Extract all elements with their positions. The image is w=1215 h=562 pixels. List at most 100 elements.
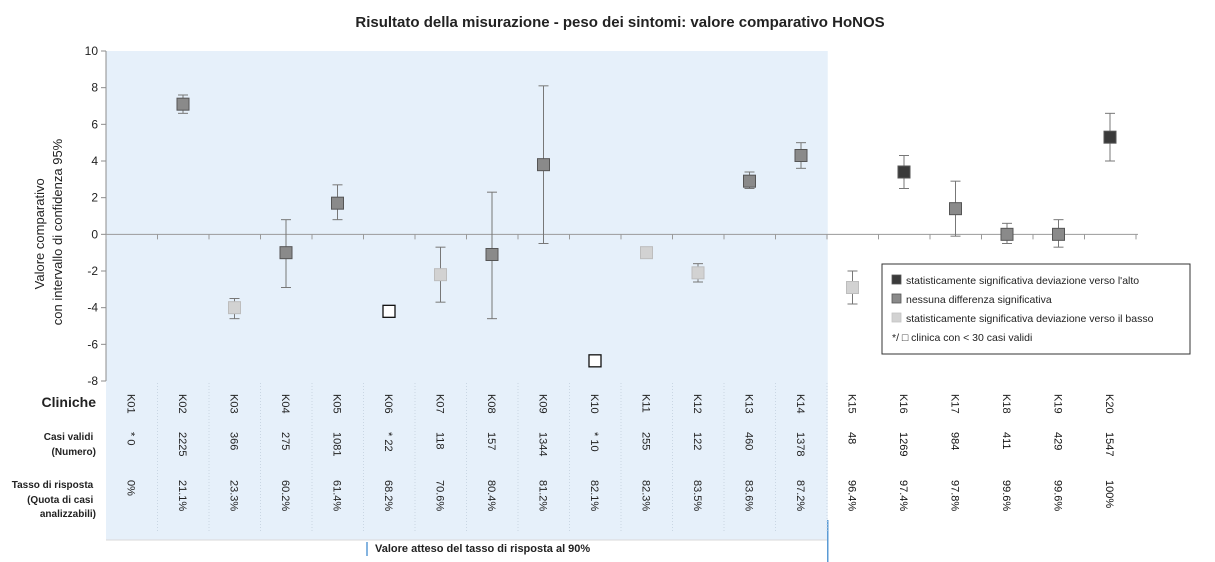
y-axis-label-line2: con intervallo di confidenza 95% — [50, 138, 65, 325]
valid-cases-K16: 1269 — [897, 432, 909, 456]
valid-cases-K03: 366 — [228, 432, 240, 450]
valid-cases-K10: * 10 — [588, 432, 600, 452]
row-header-clinics: Cliniche — [42, 394, 97, 410]
category-label-K06: K06 — [382, 394, 394, 414]
response-rate-K15: 96.4% — [846, 480, 858, 511]
response-rate-K04: 60.2% — [279, 480, 291, 511]
row-header-valid-cases-sub: (Numero) — [52, 447, 96, 458]
category-label-K07: K07 — [434, 394, 446, 414]
data-point-K13 — [743, 174, 756, 188]
response-rate-K16: 97.4% — [897, 480, 909, 511]
category-label-K12: K12 — [691, 394, 703, 414]
y-tick-label: -8 — [87, 374, 98, 388]
category-label-K03: K03 — [228, 394, 240, 414]
response-rate-K09: 81.2% — [537, 480, 549, 511]
row-header-response-title: Tasso di risposta — [12, 480, 94, 491]
y-tick-label: 10 — [85, 44, 99, 58]
category-label-K09: K09 — [537, 394, 549, 414]
category-label-K14: K14 — [794, 394, 806, 414]
y-axis-label-line1: Valore comparativo — [32, 178, 47, 289]
legend-swatch-low — [891, 312, 902, 323]
valid-cases-K12: 122 — [691, 432, 703, 450]
valid-cases-K05: 1081 — [331, 432, 343, 456]
legend: statisticamente significativa deviazione… — [881, 263, 1191, 355]
response-rate-K18: 99.6% — [1000, 480, 1012, 511]
category-label-K13: K13 — [743, 394, 755, 414]
valid-cases-K13: 460 — [743, 432, 755, 450]
response-rate-K11: 82.3% — [640, 480, 652, 511]
valid-cases-K19: 429 — [1052, 432, 1064, 450]
valid-cases-K17: 984 — [949, 432, 961, 450]
response-rate-K12: 83.5% — [691, 480, 703, 511]
category-label-K16: K16 — [897, 394, 909, 414]
valid-cases-K15: 48 — [846, 432, 858, 444]
legend-box — [881, 263, 1191, 355]
response-rate-K05: 61.4% — [331, 480, 343, 511]
data-point-K08 — [485, 248, 499, 261]
response-rate-K02: 21.1% — [176, 480, 188, 511]
data-point-K16 — [897, 165, 911, 179]
legend-label-small: */ □ clinica con < 30 casi validi — [892, 332, 1032, 344]
response-rate-K17: 97.8% — [949, 480, 961, 511]
legend-label-mid: nessuna differenza significativa — [906, 294, 1052, 306]
y-tick-label: -6 — [87, 337, 98, 351]
response-rate-K07: 70.6% — [434, 480, 446, 511]
category-label-K11: K11 — [640, 394, 652, 413]
row-header-response: Tasso di risposta (Quota di casi analizz… — [12, 480, 96, 520]
response-rate-K13: 83.6% — [743, 480, 755, 511]
legend-swatch-mid — [891, 293, 902, 304]
valid-cases-K02: 2225 — [176, 432, 188, 456]
footer-note: Valore atteso del tasso di risposta al 9… — [375, 543, 590, 555]
category-labels: K01 K02 K03 K04 K05 K06 K07 K08 K09 K10 K11 K12 K13 K… — [125, 383, 1115, 532]
response-rate-K10: 82.1% — [588, 480, 600, 511]
valid-cases-K18: 411 — [1000, 432, 1012, 450]
y-tick-label: 4 — [91, 154, 98, 168]
valid-cases-K01: * 0 — [125, 432, 137, 445]
data-point-K17 — [949, 202, 962, 216]
shaded-region — [106, 51, 828, 540]
row-header-valid-cases: Casi validi (Numero) — [44, 432, 96, 458]
data-point-K09 — [537, 158, 550, 172]
y-tick-label: 8 — [91, 81, 98, 95]
category-label-K20: K20 — [1103, 394, 1115, 414]
chart-title: Risultato della misurazione - peso dei s… — [355, 14, 884, 31]
valid-cases-K14: 1378 — [794, 432, 806, 456]
y-tick-label: 2 — [91, 191, 98, 205]
data-point-K12 — [691, 266, 705, 280]
data-points — [176, 97, 1117, 368]
valid-cases-K09: 1344 — [537, 432, 549, 456]
data-point-K20 — [1103, 130, 1117, 144]
response-rate-row: 0% 21.1% 23.3% 60.2% 61.4% 68.2% 70.6% 80.4% 81.… — [125, 480, 1116, 511]
data-point-K15 — [846, 281, 859, 294]
response-rate-K19: 99.6% — [1052, 480, 1064, 511]
category-label-K01: K01 — [125, 394, 137, 414]
data-point-K11 — [640, 246, 653, 260]
category-label-K17: K17 — [949, 394, 961, 414]
data-point-K14 — [794, 149, 808, 162]
valid-cases-K06: * 22 — [382, 432, 394, 452]
valid-cases-K11: 255 — [640, 432, 652, 450]
data-point-K03 — [228, 301, 241, 315]
valid-cases-K04: 275 — [279, 432, 291, 450]
category-label-K19: K19 — [1052, 394, 1064, 414]
category-label-K18: K18 — [1000, 394, 1012, 414]
data-point-K07 — [434, 268, 447, 282]
data-point-K06 — [382, 304, 396, 318]
row-header-response-sub1: (Quota di casi — [27, 495, 93, 506]
legend-label-low: statisticamente significativa deviazione… — [906, 313, 1154, 325]
data-point-K18 — [1000, 227, 1014, 241]
data-point-K19 — [1052, 227, 1065, 241]
y-tick-label: 6 — [91, 117, 98, 131]
row-header-response-sub2: analizzabili) — [40, 509, 96, 520]
y-axis-label: Valore comparativo con intervallo di con… — [32, 138, 65, 325]
category-label-K05: K05 — [331, 394, 343, 414]
category-label-K10: K10 — [588, 394, 600, 414]
data-point-K05 — [331, 196, 344, 210]
response-rate-K06: 68.2% — [382, 480, 394, 511]
response-rate-K20: 100% — [1103, 480, 1115, 508]
y-tick-label: -4 — [87, 301, 98, 315]
response-rate-K03: 23.3% — [228, 480, 240, 511]
row-header-valid-cases-title: Casi validi — [44, 432, 94, 443]
legend-label-high: statisticamente significativa deviazione… — [906, 275, 1139, 287]
